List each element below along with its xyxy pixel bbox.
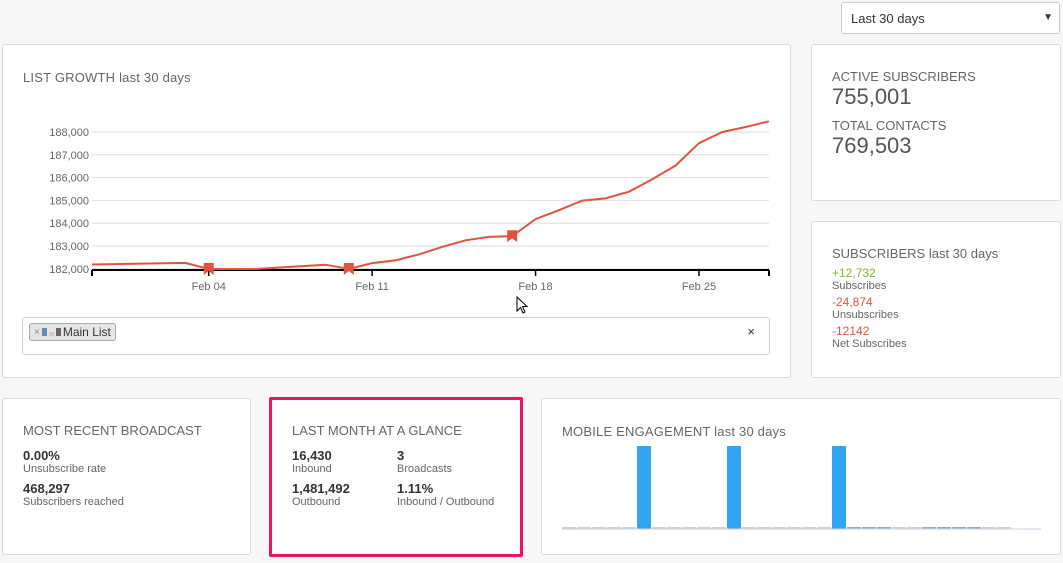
outbound-label: Outbound — [292, 496, 341, 508]
y-tick-label: 185,000 — [49, 195, 89, 207]
subscribers-reached-value: 468,297 — [23, 481, 70, 496]
list-growth-card: LIST GROWTH last 30 days — [2, 44, 791, 378]
broadcast-title: MOST RECENT BROADCAST — [23, 423, 202, 438]
subscribes-value: +12,732 — [832, 266, 876, 280]
total-contacts-value: 769,503 — [832, 133, 912, 158]
y-tick-label: 187,000 — [49, 150, 89, 162]
broadcasts-label: Broadcasts — [397, 463, 453, 475]
list-tag: × Main List — [29, 323, 116, 341]
broadcast-marker-icon — [507, 230, 518, 243]
tag-remove-icon[interactable]: × — [34, 326, 40, 338]
unsubscribe-rate-value: 0.00% — [23, 448, 60, 463]
list-growth-chart: 182,000 183,000 184,000 185,000 186,000 187,0… — [49, 120, 770, 293]
list-filter-input[interactable]: × Main List × — [22, 317, 770, 355]
y-tick-label: 183,000 — [49, 241, 89, 253]
active-subscribers-label: ACTIVE SUBSCRIBERS — [832, 69, 976, 84]
list-growth-title: LIST GROWTH last 30 days — [23, 70, 191, 85]
y-tick-label: 184,000 — [49, 218, 89, 230]
active-subscribers-card: ACTIVE SUBSCRIBERS 755,001 TOTAL CONTACT… — [811, 44, 1061, 201]
clear-filter-icon[interactable]: × — [747, 324, 755, 339]
ratio-value: 1.11% — [397, 481, 434, 496]
mobile-engagement-card: MOBILE ENGAGEMENT last 30 days — [541, 398, 1061, 555]
net-value: -12142 — [832, 324, 870, 338]
subscribers-card: SUBSCRIBERS last 30 days +12,732 Subscri… — [811, 221, 1061, 378]
x-tick-label: Feb 04 — [192, 281, 226, 293]
net-label: Net Subscribes — [832, 338, 907, 350]
broadcast-marker-icon — [203, 263, 214, 275]
list-growth-line — [91, 120, 770, 271]
glance-card: LAST MONTH AT A GLANCE 16,430 Inbound 3 Br… — [269, 397, 523, 557]
unsubscribes-label: Unsubscribes — [832, 309, 899, 321]
caret-down-icon: ▼ — [1043, 12, 1053, 23]
tag-label: Main List — [62, 325, 111, 339]
broadcast-marker-icon — [343, 263, 354, 275]
inbound-value: 16,430 — [292, 448, 332, 463]
x-tick-label: Feb 25 — [682, 281, 716, 293]
broadcast-card: MOST RECENT BROADCAST 0.00% Unsubscribe … — [2, 398, 251, 555]
y-tick-label: 182,000 — [49, 264, 89, 276]
subscribers-reached-label: Subscribers reached — [23, 496, 124, 508]
x-tick-label: Feb 11 — [355, 281, 388, 293]
x-tick-label: Feb 18 — [518, 281, 552, 293]
glance-title: LAST MONTH AT A GLANCE — [292, 423, 462, 438]
ratio-label: Inbound / Outbound — [397, 496, 495, 508]
date-range-value: Last 30 days — [851, 11, 925, 26]
mobile-engagement-title: MOBILE ENGAGEMENT last 30 days — [562, 424, 786, 439]
subscribes-label: Subscribes — [832, 280, 887, 292]
mouse-cursor-icon — [516, 295, 529, 319]
active-subscribers-value: 755,001 — [832, 84, 912, 109]
broadcasts-value: 3 — [397, 448, 405, 463]
date-range-select[interactable]: Last 30 days ▼ — [841, 2, 1060, 34]
y-tick-label: 186,000 — [49, 173, 89, 185]
inbound-label: Inbound — [292, 463, 332, 475]
outbound-value: 1,481,492 — [292, 481, 350, 496]
unsubscribe-rate-label: Unsubscribe rate — [23, 463, 107, 475]
unsubscribes-value: -24,874 — [832, 295, 873, 309]
y-tick-label: 188,000 — [49, 127, 89, 139]
total-contacts-label: TOTAL CONTACTS — [832, 118, 947, 133]
subscribers-title: SUBSCRIBERS last 30 days — [832, 246, 999, 261]
